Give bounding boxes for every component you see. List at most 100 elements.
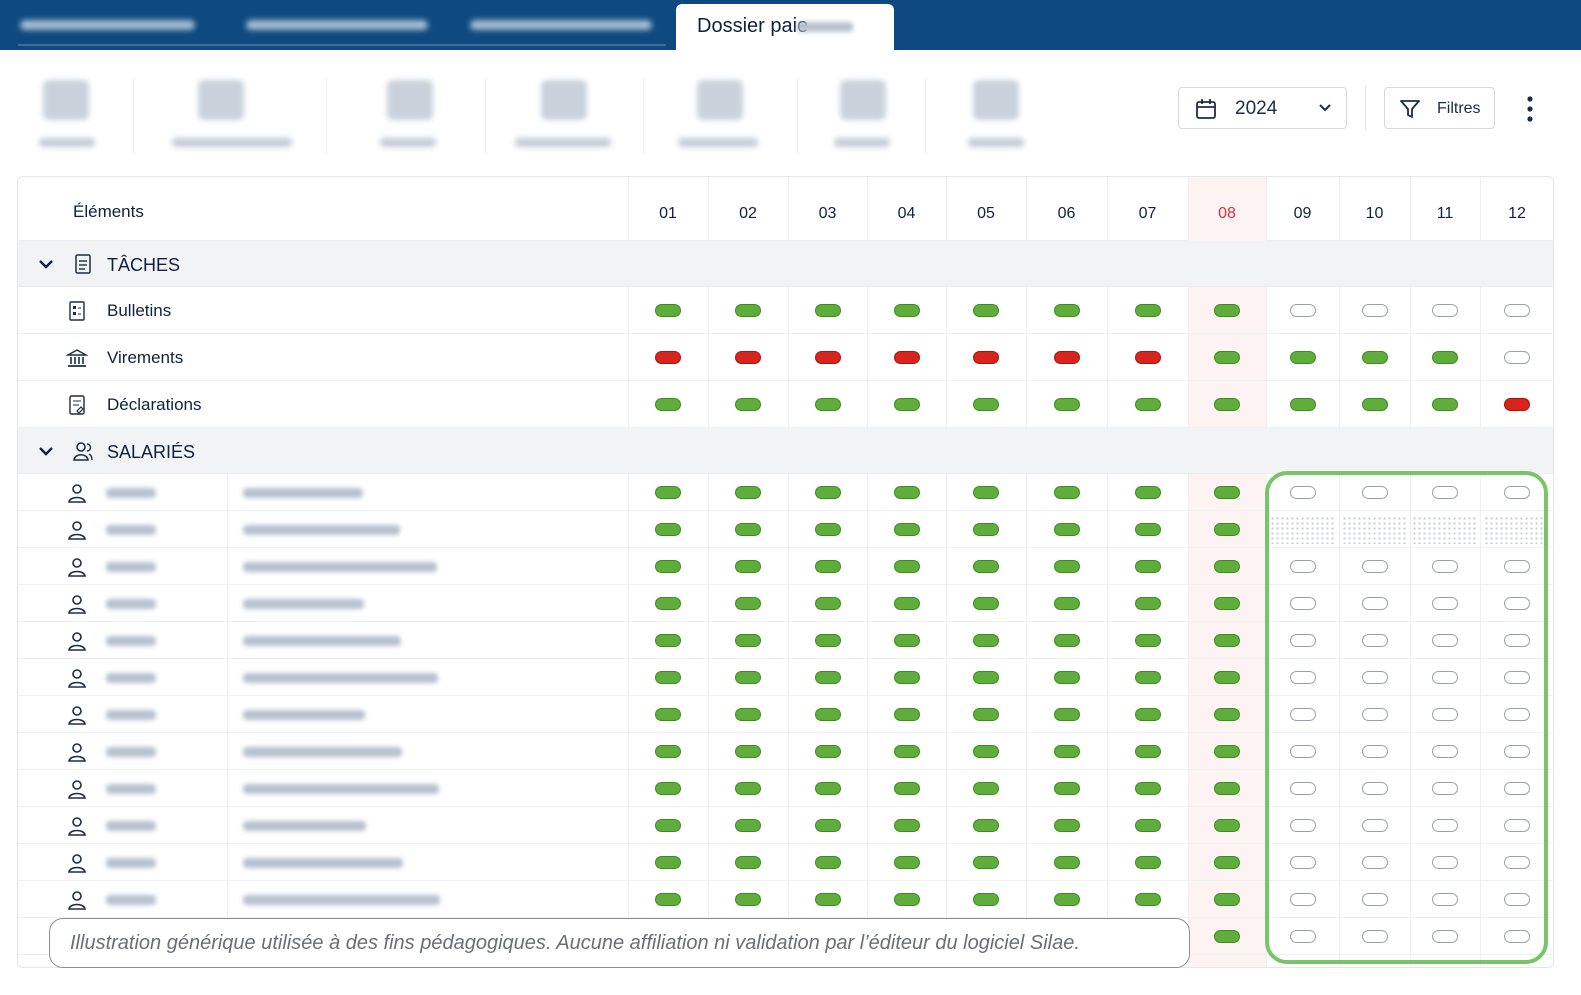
status-ok[interactable]: [973, 819, 999, 832]
status-ok[interactable]: [893, 708, 920, 721]
status-ok[interactable]: [1134, 893, 1161, 906]
status-empty[interactable]: [1432, 304, 1458, 317]
status-ok[interactable]: [1134, 671, 1161, 684]
status-ok[interactable]: [893, 597, 920, 610]
status-empty[interactable]: [1504, 856, 1530, 869]
status-ok[interactable]: [1053, 893, 1080, 906]
status-empty[interactable]: [1432, 819, 1458, 832]
status-ok[interactable]: [893, 819, 920, 832]
status-empty[interactable]: [1504, 597, 1530, 610]
toolbar-button[interactable]: [973, 80, 1019, 120]
collapse-toggle[interactable]: [35, 253, 57, 275]
status-ok[interactable]: [1053, 782, 1080, 795]
status-ok[interactable]: [1214, 671, 1240, 684]
filters-button[interactable]: Filtres: [1384, 87, 1495, 129]
status-ok[interactable]: [893, 893, 920, 906]
status-empty[interactable]: [1504, 560, 1530, 573]
status-ok[interactable]: [973, 304, 999, 317]
status-ok[interactable]: [735, 398, 761, 411]
status-ok[interactable]: [1134, 523, 1161, 536]
status-ok[interactable]: [893, 560, 920, 573]
status-ok[interactable]: [814, 634, 841, 647]
status-ok[interactable]: [1289, 398, 1316, 411]
status-ok[interactable]: [893, 856, 920, 869]
status-empty[interactable]: [1361, 560, 1388, 573]
status-ok[interactable]: [893, 782, 920, 795]
status-empty[interactable]: [1289, 597, 1316, 610]
status-ok[interactable]: [655, 671, 681, 684]
status-ok[interactable]: [735, 782, 761, 795]
status-ok[interactable]: [893, 745, 920, 758]
status-ok[interactable]: [1134, 560, 1161, 573]
status-ok[interactable]: [1134, 782, 1161, 795]
status-empty[interactable]: [1289, 782, 1316, 795]
tab[interactable]: [20, 20, 195, 30]
more-menu[interactable]: [1520, 94, 1540, 124]
status-ok[interactable]: [1053, 486, 1080, 499]
status-empty[interactable]: [1504, 304, 1530, 317]
status-empty[interactable]: [1504, 819, 1530, 832]
status-ko[interactable]: [655, 351, 681, 364]
status-ok[interactable]: [655, 398, 681, 411]
status-ok[interactable]: [1214, 782, 1240, 795]
status-empty[interactable]: [1289, 560, 1316, 573]
status-empty[interactable]: [1432, 782, 1458, 795]
status-ok[interactable]: [973, 560, 999, 573]
status-empty[interactable]: [1504, 708, 1530, 721]
status-ok[interactable]: [814, 671, 841, 684]
status-ok[interactable]: [973, 782, 999, 795]
status-ok[interactable]: [1214, 708, 1240, 721]
status-ok[interactable]: [735, 856, 761, 869]
status-empty[interactable]: [1361, 486, 1388, 499]
status-ko[interactable]: [814, 351, 841, 364]
status-empty[interactable]: [1361, 856, 1388, 869]
status-ok[interactable]: [735, 597, 761, 610]
status-empty[interactable]: [1361, 634, 1388, 647]
status-empty[interactable]: [1289, 819, 1316, 832]
status-ok[interactable]: [1214, 486, 1240, 499]
status-empty[interactable]: [1289, 486, 1316, 499]
status-ok[interactable]: [893, 634, 920, 647]
status-ok[interactable]: [655, 893, 681, 906]
status-empty[interactable]: [1361, 745, 1388, 758]
status-ok[interactable]: [814, 708, 841, 721]
status-ok[interactable]: [1053, 597, 1080, 610]
collapse-toggle[interactable]: [35, 440, 57, 462]
status-empty[interactable]: [1432, 560, 1458, 573]
status-empty[interactable]: [1361, 819, 1388, 832]
status-ko[interactable]: [735, 351, 761, 364]
status-ok[interactable]: [1134, 708, 1161, 721]
status-ok[interactable]: [655, 634, 681, 647]
toolbar-button[interactable]: [840, 80, 886, 120]
status-ok[interactable]: [1134, 486, 1161, 499]
status-ok[interactable]: [735, 634, 761, 647]
status-ok[interactable]: [1214, 930, 1240, 943]
status-ok[interactable]: [1134, 597, 1161, 610]
tab[interactable]: [246, 20, 428, 30]
status-empty[interactable]: [1504, 486, 1530, 499]
status-empty[interactable]: [1432, 634, 1458, 647]
status-ok[interactable]: [814, 819, 841, 832]
status-ok[interactable]: [1214, 523, 1240, 536]
status-ok[interactable]: [1053, 708, 1080, 721]
status-empty[interactable]: [1504, 634, 1530, 647]
year-select[interactable]: 2024: [1178, 87, 1347, 129]
status-ok[interactable]: [735, 486, 761, 499]
status-empty[interactable]: [1504, 893, 1530, 906]
status-ok[interactable]: [814, 745, 841, 758]
status-ok[interactable]: [973, 893, 999, 906]
status-ok[interactable]: [814, 398, 841, 411]
status-ok[interactable]: [1053, 745, 1080, 758]
status-empty[interactable]: [1504, 930, 1530, 943]
status-ok[interactable]: [1361, 351, 1388, 364]
status-ok[interactable]: [814, 486, 841, 499]
status-ok[interactable]: [973, 523, 999, 536]
status-ok[interactable]: [973, 398, 999, 411]
status-empty[interactable]: [1289, 634, 1316, 647]
status-ok[interactable]: [1053, 819, 1080, 832]
status-ok[interactable]: [655, 304, 681, 317]
status-empty[interactable]: [1361, 304, 1388, 317]
status-ok[interactable]: [814, 893, 841, 906]
toolbar-button[interactable]: [541, 80, 587, 120]
status-ok[interactable]: [1214, 745, 1240, 758]
